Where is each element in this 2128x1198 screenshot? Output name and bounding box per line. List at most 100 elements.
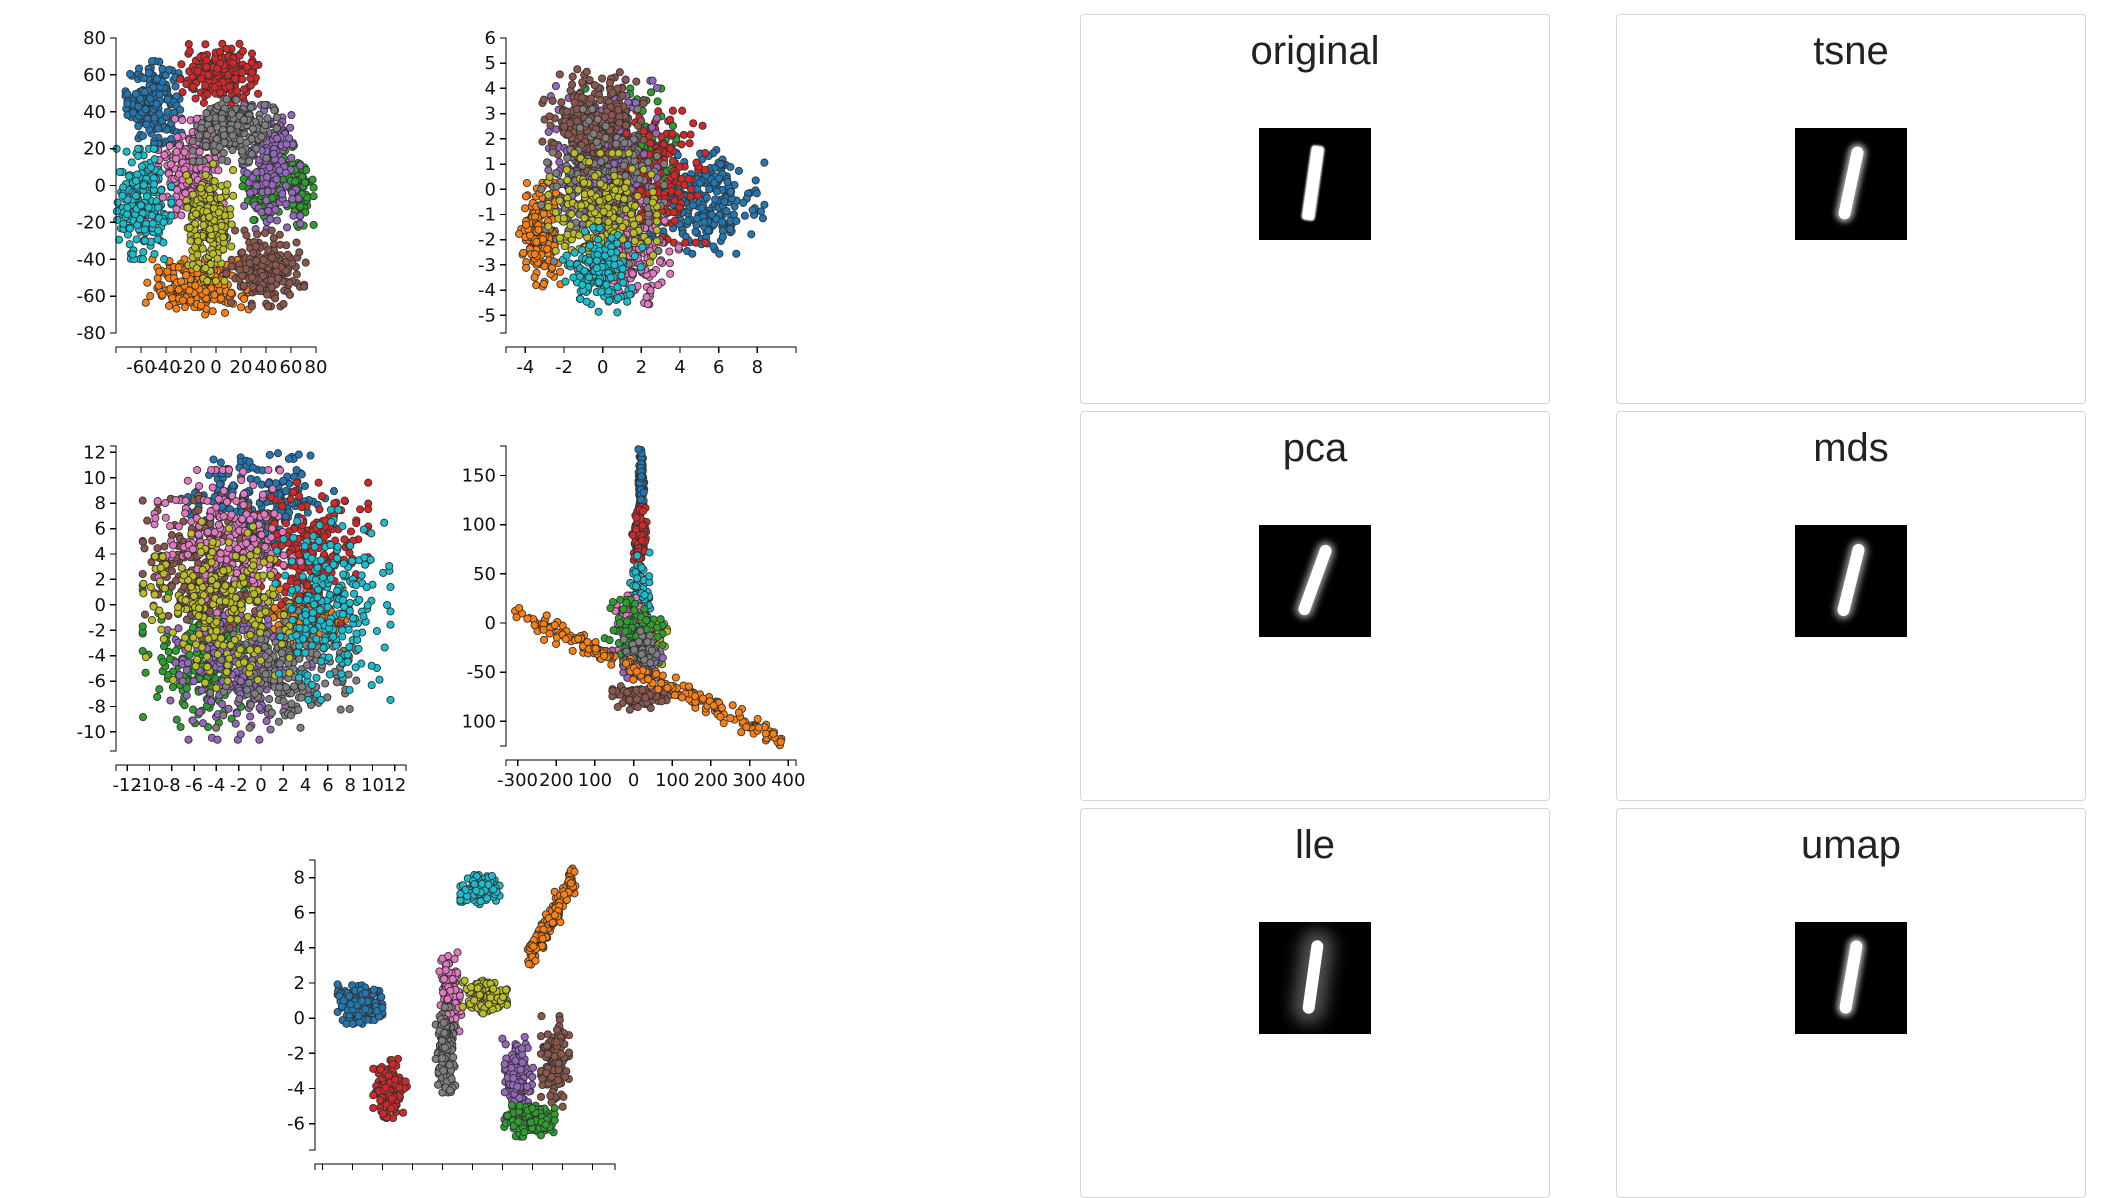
data-point <box>254 231 261 238</box>
data-point <box>243 232 250 239</box>
data-point <box>545 223 552 230</box>
data-point <box>288 154 295 161</box>
data-point <box>719 218 726 225</box>
data-point <box>185 41 192 48</box>
data-point <box>151 114 158 121</box>
data-point <box>640 100 647 107</box>
data-point <box>574 118 581 125</box>
data-point <box>260 256 267 263</box>
data-point <box>690 120 697 127</box>
y-tick-label: 0 <box>485 179 496 200</box>
data-point <box>248 303 255 310</box>
data-point <box>135 123 142 130</box>
data-point <box>540 210 547 217</box>
data-point <box>624 241 631 248</box>
data-point <box>189 147 196 154</box>
data-point <box>671 172 678 179</box>
data-point <box>233 96 240 103</box>
data-point <box>708 211 715 218</box>
data-point <box>268 284 275 291</box>
data-point <box>248 274 255 281</box>
data-point <box>265 207 272 214</box>
data-point <box>266 164 273 171</box>
data-point <box>523 221 530 228</box>
data-point <box>282 201 289 208</box>
data-point <box>222 188 229 195</box>
data-point <box>710 243 717 250</box>
data-point <box>558 99 565 106</box>
data-point <box>650 270 657 277</box>
data-point <box>653 84 660 91</box>
points <box>113 40 317 318</box>
data-point <box>220 234 227 241</box>
data-point <box>262 122 269 129</box>
data-point <box>616 69 623 76</box>
data-point <box>145 204 152 211</box>
data-point <box>267 216 274 223</box>
data-point <box>644 237 651 244</box>
data-point <box>164 96 171 103</box>
data-point <box>256 285 263 292</box>
x-tick-label: 0 <box>210 357 221 378</box>
data-point <box>619 92 626 99</box>
data-point <box>620 279 627 286</box>
data-point <box>216 481 223 488</box>
data-point <box>150 145 157 152</box>
data-point <box>250 216 257 223</box>
y-tick-label: 2 <box>485 129 496 150</box>
data-point <box>264 174 271 181</box>
x-tick-label: -20 <box>176 357 205 378</box>
data-point <box>210 160 217 167</box>
data-point <box>271 604 278 611</box>
data-point <box>553 169 560 176</box>
data-point <box>713 188 720 195</box>
data-point <box>706 186 713 193</box>
data-point <box>192 282 199 289</box>
data-point <box>684 217 691 224</box>
data-point <box>564 177 571 184</box>
data-point <box>578 247 585 254</box>
data-point <box>147 293 154 300</box>
data-point <box>155 227 162 234</box>
data-point <box>241 295 248 302</box>
data-point <box>667 270 674 277</box>
data-point <box>237 137 244 144</box>
data-point <box>571 249 578 256</box>
data-point <box>255 90 262 97</box>
data-point <box>616 119 623 126</box>
data-point <box>602 123 609 130</box>
data-point <box>597 150 604 157</box>
data-point <box>183 685 190 692</box>
data-point <box>264 303 271 310</box>
data-point <box>574 66 581 73</box>
data-point <box>622 206 629 213</box>
y-tick-label: 40 <box>83 102 106 123</box>
data-point <box>147 164 154 171</box>
data-point <box>735 167 742 174</box>
data-point <box>166 142 173 149</box>
data-point <box>648 171 655 178</box>
data-point <box>160 219 167 226</box>
data-point <box>576 124 583 131</box>
data-point <box>209 308 216 315</box>
data-point <box>225 72 232 79</box>
data-point <box>292 178 299 185</box>
data-point <box>239 249 246 256</box>
data-point <box>640 136 647 143</box>
data-point <box>153 100 160 107</box>
data-point <box>523 179 530 186</box>
data-point <box>220 246 227 253</box>
data-point <box>142 106 149 113</box>
data-point <box>198 125 205 132</box>
data-point <box>279 190 286 197</box>
data-point <box>653 153 660 160</box>
data-point <box>156 686 163 693</box>
y-tick-label: -80 <box>77 323 106 344</box>
data-point <box>282 169 289 176</box>
data-point <box>581 228 588 235</box>
data-point <box>261 229 268 236</box>
data-point <box>569 81 576 88</box>
